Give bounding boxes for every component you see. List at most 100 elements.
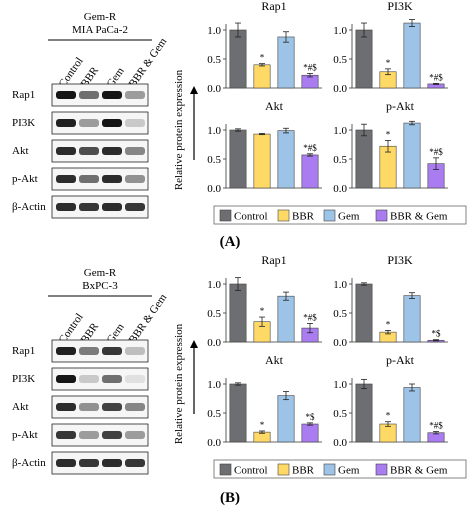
blot-band xyxy=(79,119,99,127)
blot-band xyxy=(102,175,122,183)
blot-column-label: BBR & Gem xyxy=(127,35,170,89)
blot-band xyxy=(125,403,145,411)
blot-band xyxy=(125,347,145,355)
bar xyxy=(277,130,295,189)
bar xyxy=(355,283,373,343)
bar xyxy=(403,295,421,343)
blot-band xyxy=(79,147,99,155)
legend: Control BBR Gem BBR & Gem xyxy=(213,205,467,225)
legend-swatch xyxy=(219,463,232,476)
cell-line-name: MIA PaCa-2 xyxy=(72,24,128,36)
bar xyxy=(229,129,247,189)
y-tick-label: 0.5 xyxy=(333,308,347,320)
legend-label: Gem xyxy=(338,211,360,223)
blot-band xyxy=(79,91,99,99)
blot-row-label: Rap1 xyxy=(12,89,35,101)
significance-label: * xyxy=(386,129,391,139)
legend-label: Control xyxy=(234,465,268,477)
bar-chart-a-pi3k: PI3K 0.0 0.5 1.0 * *#$ xyxy=(333,0,448,95)
legend-swatch xyxy=(219,209,232,222)
y-axis-label-text: Relative protein expression xyxy=(173,323,185,444)
blot-strip xyxy=(51,451,149,475)
blot-band xyxy=(102,431,122,439)
blot-band xyxy=(102,119,122,127)
bar xyxy=(277,295,295,343)
y-tick-label: 0.0 xyxy=(333,337,347,349)
blot-column-label: BBR & Gem xyxy=(127,291,170,345)
bar xyxy=(277,36,295,89)
significance-label: * xyxy=(386,319,391,329)
y-tick-label: 0.5 xyxy=(333,154,347,166)
blot-row-label: Rap1 xyxy=(12,345,35,357)
blot-row-label: β-Actin xyxy=(12,457,46,469)
significance-label: *#$ xyxy=(303,143,317,153)
y-tick-label: 0.5 xyxy=(207,54,221,66)
y-tick-label: 1.0 xyxy=(333,279,347,291)
blot-band xyxy=(56,147,76,155)
y-axis-label: Relative protein expression xyxy=(173,69,198,190)
cell-line-title: Gem-R xyxy=(84,267,117,279)
chart-title: Akt xyxy=(265,99,284,113)
bar-chart-a-p-akt: p-Akt 0.0 0.5 1.0 * *#$ xyxy=(333,99,448,195)
legend-swatch xyxy=(277,463,290,476)
y-tick-label: 0.5 xyxy=(207,408,221,420)
blot-band xyxy=(79,203,99,211)
blot-strip xyxy=(51,367,149,391)
bar-chart-b-akt: Akt 0.0 0.5 1.0 * *$ xyxy=(207,353,322,449)
bar xyxy=(229,283,247,343)
significance-label: *$ xyxy=(306,412,316,422)
bar xyxy=(253,133,271,189)
y-tick-label: 0.0 xyxy=(207,437,221,449)
panel-label-a: (A) xyxy=(220,234,241,250)
y-tick-label: 1.0 xyxy=(333,125,347,137)
significance-label: * xyxy=(386,58,391,68)
y-tick-label: 0.0 xyxy=(333,183,347,195)
blot-strip xyxy=(51,83,149,107)
y-tick-label: 0.5 xyxy=(333,408,347,420)
panel-label-b: (B) xyxy=(220,490,240,506)
up-arrow-icon xyxy=(190,86,198,94)
blot-band xyxy=(56,91,76,99)
blot-band xyxy=(56,403,76,411)
blot-strip xyxy=(51,339,149,363)
blot-band xyxy=(125,175,145,183)
y-tick-label: 1.0 xyxy=(333,25,347,37)
y-axis-label: Relative protein expression xyxy=(173,323,198,444)
legend-swatch xyxy=(277,209,290,222)
y-tick-label: 0.0 xyxy=(207,337,221,349)
blot-band xyxy=(125,431,145,439)
chart-title: Akt xyxy=(265,353,284,367)
y-tick-label: 0.0 xyxy=(333,437,347,449)
blot-band xyxy=(102,375,122,383)
significance-label: *#$ xyxy=(429,147,443,157)
bar xyxy=(229,29,247,89)
blot-band xyxy=(56,119,76,127)
y-tick-label: 0.0 xyxy=(333,83,347,95)
blot-band xyxy=(56,347,76,355)
blot-strip xyxy=(51,395,149,419)
up-arrow-icon xyxy=(190,340,198,348)
bar xyxy=(355,129,373,189)
chart-title: Rap1 xyxy=(261,0,286,13)
bar xyxy=(229,383,247,443)
bar xyxy=(403,22,421,89)
bar-chart-b-pi3k: PI3K 0.0 0.5 1.0 * *$ xyxy=(333,253,448,349)
legend-label: Control xyxy=(234,211,268,223)
blot-band xyxy=(56,431,76,439)
chart-title: p-Akt xyxy=(386,353,415,367)
blot-row-label: β-Actin xyxy=(12,201,46,213)
blot-strip xyxy=(51,139,149,163)
y-tick-label: 1.0 xyxy=(207,279,221,291)
blot-band xyxy=(102,91,122,99)
blot-band xyxy=(56,175,76,183)
blot-band xyxy=(102,347,122,355)
significance-label: *$ xyxy=(432,329,442,339)
significance-label: * xyxy=(260,306,265,316)
legend-label: BBR xyxy=(292,465,315,477)
blot-row-label: p-Akt xyxy=(12,173,38,185)
legend-swatch xyxy=(323,463,336,476)
bar xyxy=(277,395,295,443)
legend-swatch xyxy=(323,209,336,222)
blot-strip xyxy=(51,167,149,191)
